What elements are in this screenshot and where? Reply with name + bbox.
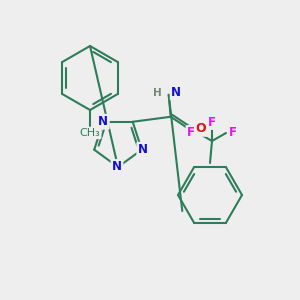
Text: H: H <box>153 88 162 98</box>
Text: O: O <box>196 122 206 135</box>
Text: N: N <box>138 143 148 156</box>
Text: F: F <box>208 116 216 128</box>
Text: N: N <box>171 86 181 99</box>
Text: F: F <box>229 127 237 140</box>
Text: N: N <box>98 115 108 128</box>
Text: N: N <box>112 160 122 173</box>
Text: F: F <box>187 127 195 140</box>
Text: CH₃: CH₃ <box>80 128 100 138</box>
